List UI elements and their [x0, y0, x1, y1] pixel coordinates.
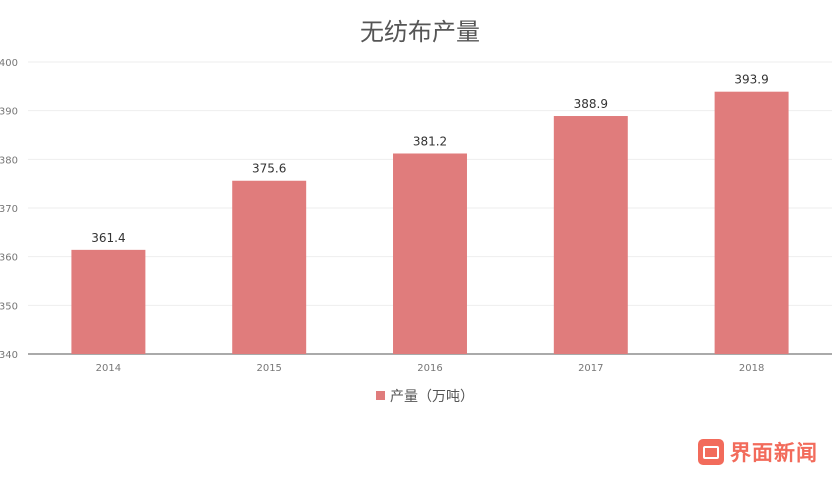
bars — [71, 91, 789, 355]
legend[interactable]: 产量（万吨） — [376, 389, 474, 405]
legend-label: 产量（万吨） — [390, 389, 474, 405]
y-tick-label: 380 — [0, 155, 18, 166]
data-label: 388.9 — [574, 97, 608, 111]
bar[interactable] — [71, 249, 146, 354]
x-tick-label: 2018 — [739, 363, 764, 374]
jiemian-logo-icon — [698, 439, 724, 465]
x-axis: 2014 2015 2016 2017 2018 — [96, 363, 765, 374]
bar[interactable] — [393, 153, 467, 354]
legend-swatch — [376, 391, 385, 400]
watermark: 界面新闻 — [698, 438, 818, 466]
chart-title: 无纺布产量 — [360, 18, 480, 46]
x-tick-label: 2017 — [578, 363, 603, 374]
bar[interactable] — [714, 91, 789, 354]
x-tick-label: 2014 — [96, 363, 121, 374]
y-tick-label: 340 — [0, 350, 18, 361]
y-tick-label: 390 — [0, 107, 18, 118]
watermark-text: 界面新闻 — [730, 441, 818, 465]
data-label: 393.9 — [734, 73, 768, 87]
y-tick-label: 400 — [0, 58, 18, 69]
data-labels: 361.4 375.6 381.2 388.9 393.9 — [91, 73, 769, 245]
data-label: 375.6 — [252, 162, 286, 176]
data-label: 361.4 — [91, 231, 125, 245]
y-tick-label: 360 — [0, 253, 18, 264]
y-axis: 340 350 360 370 380 390 400 — [0, 58, 18, 361]
data-label: 381.2 — [413, 134, 447, 148]
bar[interactable] — [553, 116, 628, 355]
x-tick-label: 2016 — [417, 363, 442, 374]
bar[interactable] — [232, 180, 307, 354]
y-tick-label: 350 — [0, 301, 18, 312]
y-tick-label: 370 — [0, 204, 18, 215]
x-tick-label: 2015 — [256, 363, 281, 374]
